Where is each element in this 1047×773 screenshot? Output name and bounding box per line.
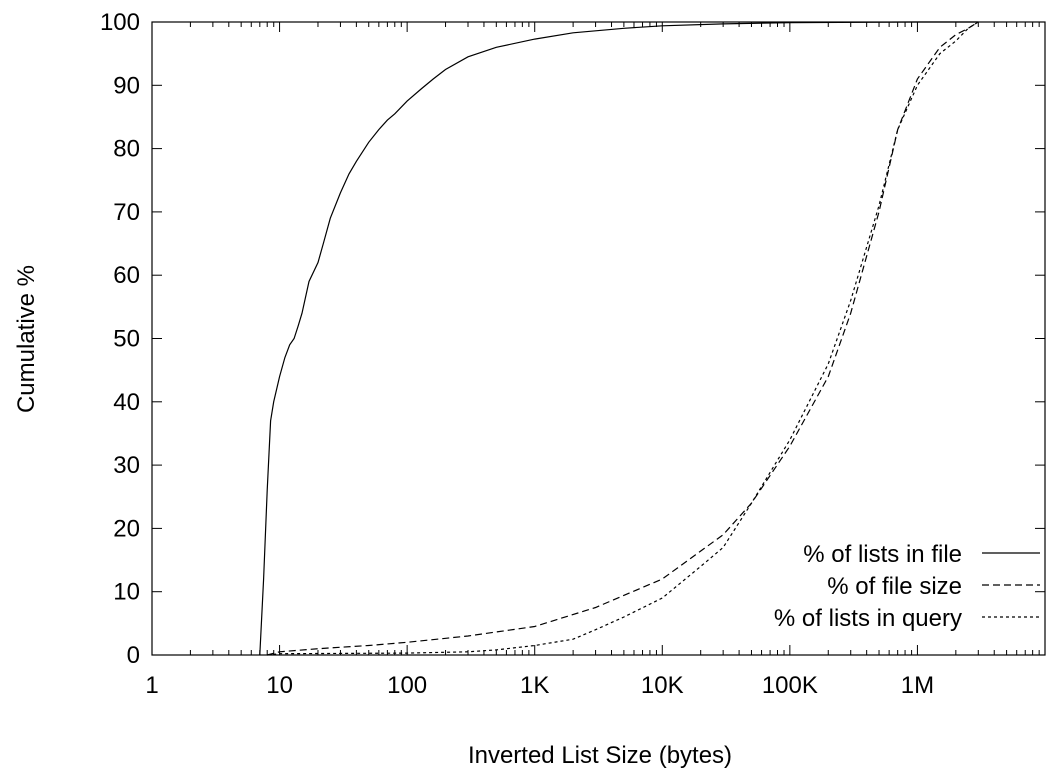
y-tick-label: 80 <box>113 136 140 163</box>
x-tick-label: 100K <box>762 672 818 699</box>
y-tick-label: 60 <box>113 262 140 289</box>
y-tick-label: 100 <box>100 9 140 36</box>
x-tick-label: 10K <box>641 672 684 699</box>
y-tick-label: 10 <box>113 579 140 606</box>
series-line-1 <box>259 21 979 656</box>
y-tick-label: 20 <box>113 515 140 542</box>
x-axis-title: Inverted List Size (bytes) <box>468 742 732 769</box>
x-tick-label: 1M <box>901 672 934 699</box>
y-tick-label: 50 <box>113 326 140 353</box>
series-lines <box>259 21 979 656</box>
y-tick-label: 70 <box>113 199 140 226</box>
y-tick-label: 30 <box>113 452 140 479</box>
x-tick-label: 1 <box>145 672 158 699</box>
y-tick-label: 0 <box>127 642 140 669</box>
legend-label-2: % of file size <box>827 573 962 600</box>
legend-label-3: % of lists in query <box>774 605 962 632</box>
y-tick-label: 40 <box>113 389 140 416</box>
x-tick-label: 10 <box>266 672 293 699</box>
x-tick-label: 100 <box>387 672 427 699</box>
legend: % of lists in file % of file size % of lis… <box>774 541 1040 632</box>
x-tick-label: 1K <box>520 672 549 699</box>
y-axis-title: Cumulative % <box>13 265 40 413</box>
y-tick-label: 90 <box>113 72 140 99</box>
legend-label-1: % of lists in file <box>803 541 962 568</box>
